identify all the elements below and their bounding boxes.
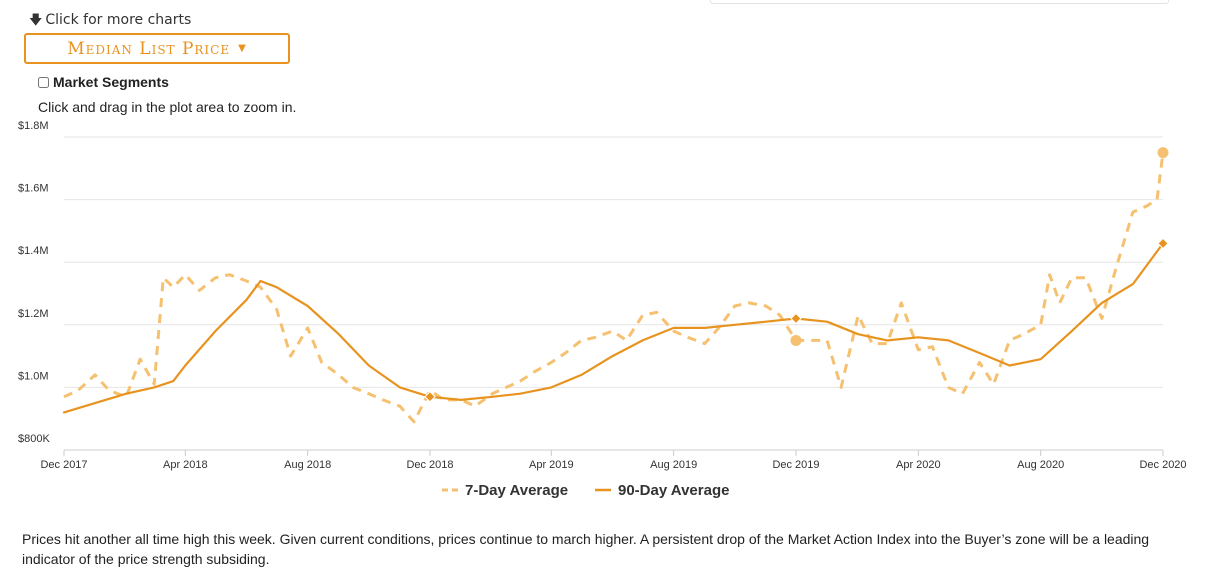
x-axis: Dec 2017 Apr 2018 Aug 2018 Dec 2018 Apr 2019… — [40, 450, 1187, 471]
x-tick-label: Dec 2020 — [1139, 459, 1186, 471]
top-panel-edge — [710, 0, 1169, 4]
y-axis: $800K $1.0M $1.2M $1.4M $1.6M $1.8M — [18, 120, 50, 445]
more-charts-label: Click for more charts — [45, 12, 192, 28]
dropdown-label: Median List Price — [67, 38, 231, 59]
more-charts-link[interactable]: 🡇 Click for more charts — [29, 11, 191, 33]
x-tick-label: Aug 2019 — [650, 459, 697, 471]
plot-area[interactable] — [62, 147, 1169, 424]
chart-grid — [64, 136, 1163, 451]
x-tick-label: Apr 2019 — [529, 459, 574, 471]
market-commentary: Prices hit another all time high this we… — [22, 531, 1150, 567]
x-tick-label: Apr 2018 — [163, 459, 208, 471]
price-chart[interactable]: $800K $1.0M $1.2M $1.4M $1.6M $1.8M Dec 2017 A… — [0, 120, 1222, 520]
legend-item[interactable]: 90-Day Average — [595, 482, 729, 499]
x-tick-label: Aug 2020 — [1017, 459, 1064, 471]
legend-item[interactable]: 7-Day Average — [442, 482, 568, 499]
highlight-point-marker[interactable] — [790, 334, 802, 346]
chart-type-dropdown[interactable]: Median List Price ▼ — [24, 33, 290, 64]
series-90-day-average[interactable] — [62, 242, 1165, 414]
legend-label: 90-Day Average — [618, 482, 729, 499]
x-tick-label: Apr 2020 — [896, 459, 941, 471]
zoom-hint: Click and drag in the plot area to zoom … — [38, 99, 297, 115]
diamond-point-marker[interactable] — [424, 391, 436, 403]
market-segments-toggle[interactable]: Market Segments — [38, 74, 169, 90]
y-tick-label: $1.2M — [18, 308, 49, 320]
series-7-day-average[interactable] — [63, 152, 1165, 424]
y-tick-label: $800K — [18, 433, 50, 445]
last-point-marker[interactable] — [1157, 147, 1169, 159]
arrow-down-icon: 🡇 — [29, 13, 43, 28]
y-tick-label: $1.4M — [18, 245, 49, 257]
caret-down-icon: ▼ — [238, 43, 247, 54]
y-tick-label: $1.6M — [18, 183, 49, 195]
x-tick-label: Dec 2019 — [772, 459, 819, 471]
y-tick-label: $1.0M — [18, 370, 49, 382]
market-segments-label: Market Segments — [53, 74, 169, 90]
x-tick-label: Aug 2018 — [284, 459, 331, 471]
chart-legend[interactable]: 7-Day Average 90-Day Average — [442, 482, 729, 499]
diamond-point-marker[interactable] — [790, 312, 802, 325]
x-tick-label: Dec 2018 — [406, 459, 453, 471]
diamond-point-marker[interactable] — [1157, 237, 1169, 250]
y-tick-label: $1.8M — [18, 120, 49, 132]
market-segments-checkbox[interactable] — [38, 76, 49, 88]
legend-label: 7-Day Average — [465, 482, 568, 499]
x-tick-label: Dec 2017 — [40, 459, 87, 471]
